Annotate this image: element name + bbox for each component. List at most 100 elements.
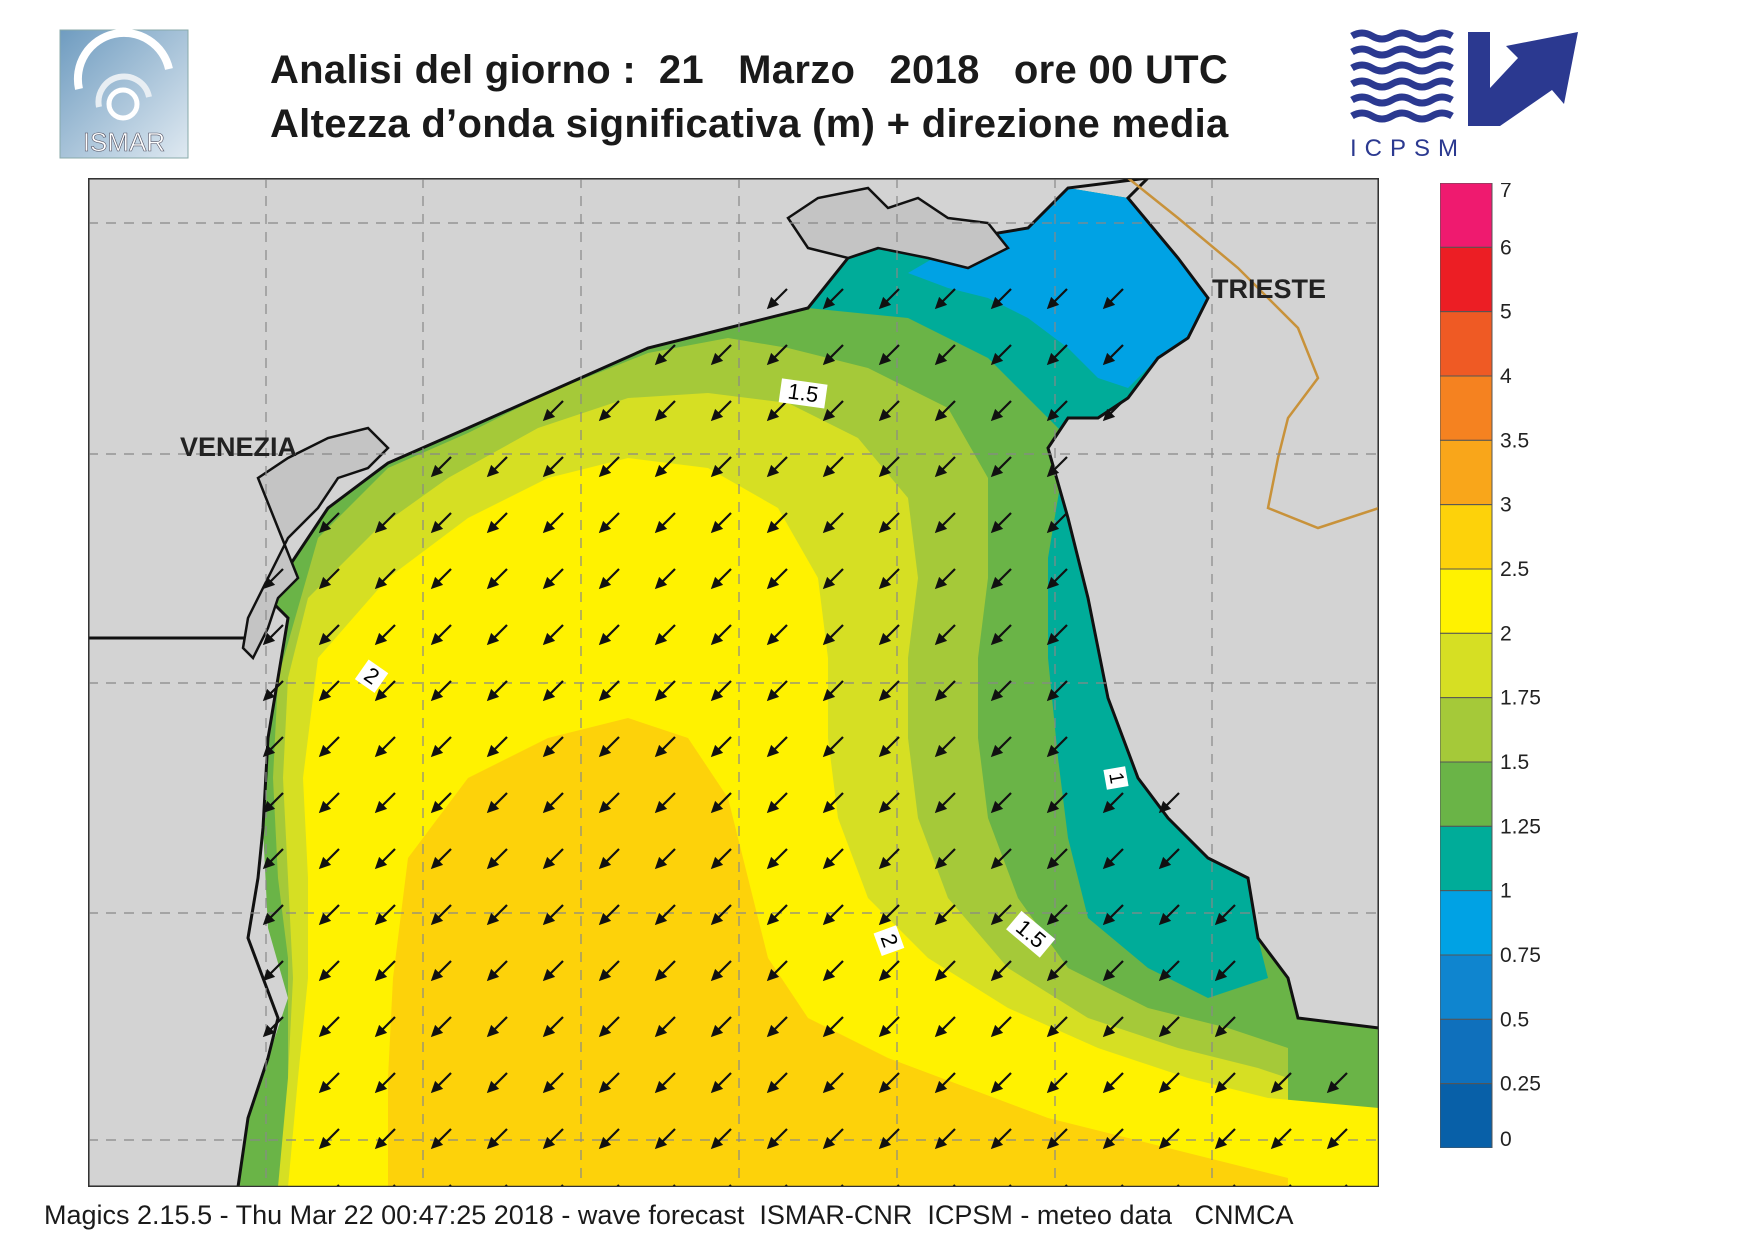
wave-arrow-head <box>486 856 500 870</box>
wave-arrow-head <box>598 1136 612 1150</box>
wave-arrow-head <box>878 688 892 702</box>
wave-arrow-head <box>598 912 612 926</box>
wave-arrow-head <box>990 1080 1004 1094</box>
wave-arrow-head <box>710 1136 724 1150</box>
wave-arrow-head <box>766 800 780 814</box>
contour-label: 1.5 <box>786 378 820 407</box>
wave-arrow-head <box>262 912 276 926</box>
wave-arrow-head <box>542 576 556 590</box>
wave-arrow-head <box>430 688 444 702</box>
wave-arrow-head <box>262 856 276 870</box>
legend-color-box <box>1440 439 1493 506</box>
wave-arrow-head <box>262 800 276 814</box>
wave-arrow-head <box>374 856 388 870</box>
wave-arrow-head <box>934 296 948 310</box>
wave-arrow-head <box>822 576 836 590</box>
wave-arrow-head <box>430 1136 444 1150</box>
wave-arrow-head <box>318 632 332 646</box>
legend-tick-label: 7 <box>1500 183 1512 202</box>
page-title: Analisi del giorno : 21 Marzo 2018 ore 0… <box>270 48 1229 92</box>
wave-arrow-head <box>1214 1024 1228 1038</box>
footer-credits: Magics 2.15.5 - Thu Mar 22 00:47:25 2018… <box>44 1200 1294 1230</box>
wave-arrow-head <box>598 800 612 814</box>
wave-arrow-head <box>822 1080 836 1094</box>
map-frame <box>88 178 1379 1187</box>
wave-arrow-head <box>878 408 892 422</box>
wave-arrow-head <box>1102 1136 1116 1150</box>
wave-arrow-head <box>542 800 556 814</box>
country-border <box>1127 178 1379 530</box>
wave-arrow-head <box>1046 1024 1060 1038</box>
wave-arrow-head <box>878 968 892 982</box>
wave-arrow-head <box>486 576 500 590</box>
wave-arrow-head <box>934 744 948 758</box>
wave-arrow-head <box>1214 912 1228 926</box>
legend-tick-label: 1 <box>1500 880 1512 903</box>
wave-arrow-head <box>822 1136 836 1150</box>
wave-arrow-head <box>934 520 948 534</box>
legend-tick-label: 1.75 <box>1500 687 1541 710</box>
wave-arrow-head <box>318 1080 332 1094</box>
wave-arrow-head <box>262 744 276 758</box>
legend-color-box <box>1440 568 1493 634</box>
wave-arrow-head <box>1326 1136 1340 1150</box>
legend-tick-label: 1.5 <box>1500 751 1529 774</box>
wave-arrow-head <box>990 1024 1004 1038</box>
wave-arrow-head <box>990 352 1004 366</box>
wave-arrow-head <box>374 632 388 646</box>
wave-arrow-head <box>374 968 388 982</box>
wave-arrow-head <box>710 632 724 646</box>
wave-arrow-head <box>1102 856 1116 870</box>
wave-arrow-head <box>1102 296 1116 310</box>
wave-arrow-head <box>990 856 1004 870</box>
wave-arrow-head <box>934 632 948 646</box>
wave-arrow-head <box>1046 688 1060 702</box>
wave-arrow-head <box>990 576 1004 590</box>
wave-arrow-head <box>878 576 892 590</box>
wave-arrow-head <box>430 464 444 478</box>
legend-tick-label: 6 <box>1500 236 1512 259</box>
wave-arrow-head <box>766 296 780 310</box>
coastline-venice-lagoon <box>88 595 290 1187</box>
wave-arrow-head <box>374 800 388 814</box>
wave-arrow-head <box>766 968 780 982</box>
venice-islands <box>241 426 390 661</box>
wave-arrow-head <box>934 464 948 478</box>
wave-arrow-head <box>542 856 556 870</box>
wave-arrow-head <box>318 912 332 926</box>
legend-color-box <box>1440 890 1493 956</box>
wave-arrow-head <box>654 744 668 758</box>
wave-arrow-head <box>934 688 948 702</box>
wave-arrow-head <box>766 520 780 534</box>
wave-arrow-head <box>374 688 388 702</box>
wave-arrow-head <box>1270 1136 1284 1150</box>
wave-arrow-head <box>1102 968 1116 982</box>
legend-tick-label: 2 <box>1500 622 1512 645</box>
ismar-logo-icon: ISMAR <box>59 29 189 159</box>
legend-color-box <box>1440 246 1493 313</box>
wave-arrow-head <box>374 912 388 926</box>
wave-arrow-head <box>486 1136 500 1150</box>
wave-arrow-head <box>654 576 668 590</box>
wave-arrow-head <box>1046 1080 1060 1094</box>
wave-arrow-head <box>822 464 836 478</box>
wave-arrow-head <box>1046 576 1060 590</box>
wave-arrow-head <box>486 688 500 702</box>
wave-arrow-head <box>654 408 668 422</box>
wave-arrow-head <box>766 1136 780 1150</box>
wave-arrow-head <box>710 800 724 814</box>
wave-arrow-head <box>1046 800 1060 814</box>
wave-arrow-head <box>822 688 836 702</box>
wave-arrow-head <box>318 688 332 702</box>
wave-arrow-head <box>766 352 780 366</box>
legend-color-box <box>1440 761 1493 827</box>
wave-arrow-head <box>654 688 668 702</box>
legend-tick-label: 2.5 <box>1500 558 1529 581</box>
wave-arrow-head <box>710 1080 724 1094</box>
icpsm-logo-icon: ICPSM <box>1350 29 1578 160</box>
wave-arrow-head <box>262 576 276 590</box>
legend-color-box <box>1440 1018 1493 1085</box>
wave-arrow-head <box>542 688 556 702</box>
wave-arrow-head <box>542 1024 556 1038</box>
wave-arrow-head <box>430 968 444 982</box>
